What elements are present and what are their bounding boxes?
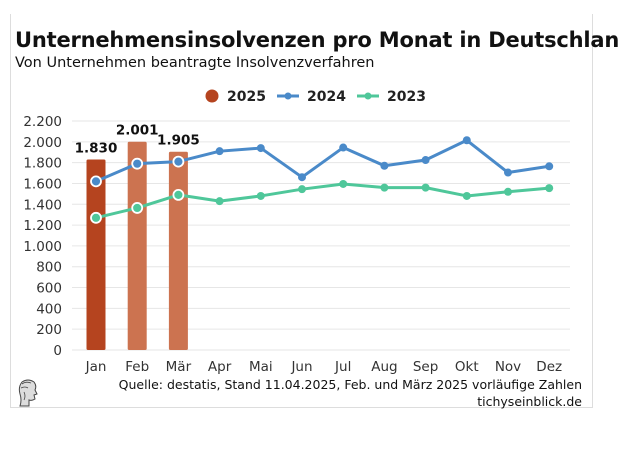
y-tick-label: 1.400: [23, 197, 62, 213]
y-tick-label: 2.000: [23, 135, 62, 151]
bar-2025: [86, 159, 106, 350]
point-2023: [504, 187, 512, 196]
point-2024: [421, 156, 430, 165]
bar-2025: [168, 151, 188, 350]
point-2023: [421, 183, 430, 192]
point-2023: [339, 179, 348, 188]
point-2024: [545, 162, 554, 171]
chart-title: Unternehmensinsolvenzen pro Monat in Deu…: [15, 28, 620, 52]
point-2023: [215, 197, 224, 206]
y-tick-label: 1.800: [23, 156, 62, 172]
point-2023: [545, 184, 554, 193]
y-tick-label: 800: [36, 260, 62, 276]
x-tick-label: Jun: [290, 359, 312, 375]
chart-subtitle: Von Unternehmen beantragte Insolvenzverf…: [15, 55, 375, 71]
legend-marker-2025: [205, 89, 219, 103]
site-name: tichyseinblick.de: [477, 394, 582, 409]
x-tick-label: Sep: [413, 359, 438, 375]
y-tick-label: 1.000: [23, 239, 62, 255]
legend-label: 2025: [227, 89, 266, 105]
bar-2025: [127, 141, 147, 350]
bar-data-label: 2.001: [116, 123, 159, 139]
line-2023: [95, 182, 550, 220]
point-2024: [256, 144, 265, 153]
legend-label: 2023: [387, 89, 426, 105]
point-2023: [131, 202, 144, 214]
point-2023: [90, 211, 102, 224]
chart-frame: [10, 14, 593, 408]
x-tick-label: Okt: [455, 359, 479, 375]
x-tick-label: Apr: [208, 359, 232, 375]
legend-label: 2024: [307, 89, 346, 105]
point-2023: [380, 183, 389, 192]
x-tick-label: Mär: [166, 359, 192, 375]
source-note: Quelle: destatis, Stand 11.04.2025, Feb.…: [118, 377, 582, 392]
y-tick-label: 1.200: [23, 218, 62, 234]
point-2024: [90, 175, 102, 188]
point-2024: [462, 136, 471, 145]
bar-data-label: 1.905: [157, 133, 200, 149]
legend-marker-2024: [284, 92, 292, 100]
x-tick-label: Jan: [85, 359, 107, 375]
point-2023: [172, 189, 185, 201]
point-2023: [462, 191, 471, 200]
point-2024: [172, 155, 185, 168]
y-tick-label: 400: [36, 301, 62, 317]
point-2023: [256, 191, 265, 200]
y-tick-label: 200: [36, 322, 62, 338]
classical-head-logo-icon: [18, 379, 38, 407]
point-2024: [380, 161, 389, 170]
y-tick-label: 0: [53, 343, 62, 359]
line-2024: [95, 138, 550, 183]
x-tick-label: Mai: [249, 359, 273, 375]
point-2024: [298, 173, 306, 182]
point-2023: [298, 185, 306, 194]
x-tick-label: Aug: [371, 359, 397, 375]
y-tick-label: 2.200: [23, 114, 62, 130]
point-2024: [215, 147, 224, 156]
x-tick-label: Jul: [334, 359, 351, 375]
y-tick-label: 1.600: [23, 176, 62, 192]
bar-data-label: 1.830: [75, 141, 118, 157]
point-2024: [131, 157, 144, 170]
point-2024: [504, 168, 512, 177]
y-tick-label: 600: [36, 281, 62, 297]
x-tick-label: Feb: [125, 359, 149, 375]
point-2024: [339, 143, 348, 152]
x-tick-label: Dez: [536, 359, 562, 375]
legend-marker-2023: [364, 92, 372, 100]
x-tick-label: Nov: [495, 359, 521, 375]
